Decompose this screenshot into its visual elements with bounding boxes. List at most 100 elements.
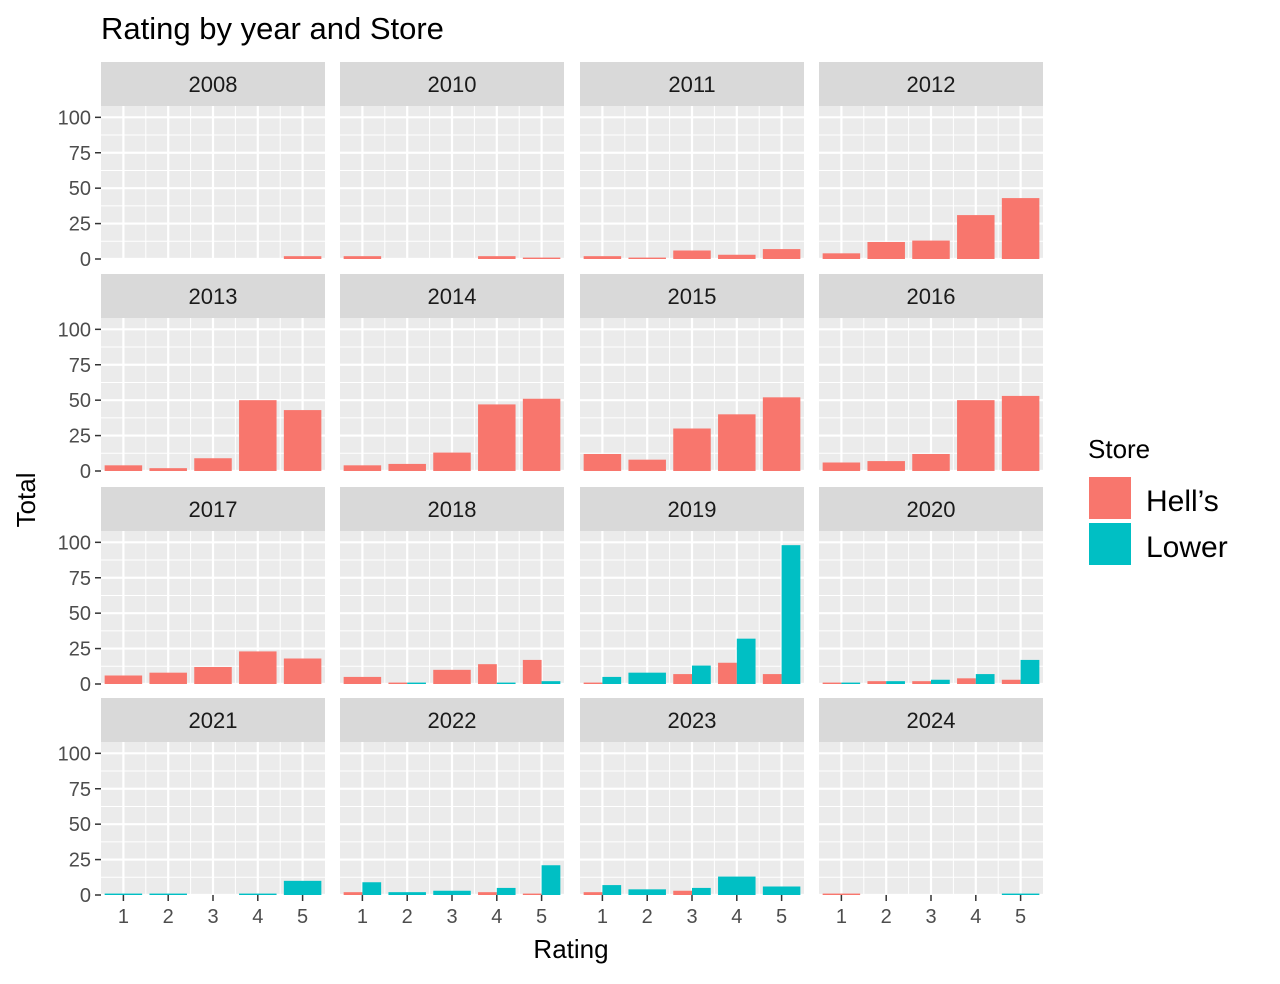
- y-tick-label: 0: [80, 885, 91, 907]
- y-tick-label: 0: [80, 461, 91, 483]
- bar-2021-lower-rating-1: [104, 893, 143, 895]
- bar-2013-hells-rating-2: [149, 468, 187, 471]
- bar-2016-hells-rating-5: [1001, 395, 1040, 471]
- x-tick-label: 5: [1015, 906, 1026, 928]
- bar-2022-lower-rating-4: [496, 887, 516, 895]
- facet-panel-2017: 2017: [101, 487, 325, 686]
- bar-2013-hells-rating-3: [194, 458, 232, 471]
- bar-2020-lower-rating-3: [931, 679, 950, 684]
- facet-panel-2022: 2022: [340, 698, 564, 897]
- bar-2017-hells-rating-2: [149, 672, 187, 684]
- facet-strip: [340, 62, 564, 106]
- facet-strip: [819, 698, 1043, 742]
- chart-title: Rating by year and Store: [101, 11, 444, 46]
- x-tick-label: 2: [402, 906, 413, 928]
- bar-2019-hells-rating-3: [673, 674, 692, 684]
- bar-2019-hells-rating-1: [583, 682, 603, 684]
- bar-2019-hells-rating-4: [718, 662, 737, 684]
- y-tick-label: 0: [80, 249, 91, 271]
- x-tick-label: 1: [118, 906, 129, 928]
- facet-panel-2016: 2016: [819, 274, 1043, 473]
- bar-2010-hells-rating-1: [343, 256, 382, 259]
- facet-strip-label: 2008: [189, 72, 238, 97]
- facet-panel-2015: 2015: [580, 274, 804, 473]
- bar-2022-lower-rating-2: [388, 892, 426, 895]
- facet-panel-2012: 2012: [819, 62, 1043, 261]
- bar-2017-hells-rating-1: [104, 675, 143, 684]
- facet-strip-label: 2023: [668, 708, 717, 733]
- facet-strip-label: 2016: [907, 284, 956, 309]
- bar-2013-hells-rating-5: [283, 410, 322, 471]
- bar-2018-lower-rating-5: [541, 681, 561, 684]
- facet-strip: [819, 487, 1043, 531]
- facet-strip: [580, 62, 804, 106]
- bar-2018-lower-rating-4: [496, 682, 516, 684]
- bar-2023-lower-rating-2: [628, 889, 666, 895]
- facet-strip: [580, 698, 804, 742]
- bar-2018-hells-rating-1: [343, 676, 382, 684]
- facet-panel-2019: 2019: [580, 487, 804, 686]
- bar-2019-lower-rating-2: [628, 672, 666, 684]
- bar-2016-hells-rating-3: [912, 454, 950, 471]
- bar-2020-hells-rating-1: [822, 682, 842, 684]
- facet-panel-2011: 2011: [580, 62, 804, 261]
- x-tick-label: 2: [881, 906, 892, 928]
- legend-key-hells: [1089, 477, 1131, 519]
- facet-panel-2020: 2020: [819, 487, 1043, 686]
- bar-2019-lower-rating-1: [602, 676, 622, 684]
- bar-2021-lower-rating-5: [283, 880, 322, 895]
- facet-strip-label: 2024: [907, 708, 956, 733]
- facet-strip: [580, 487, 804, 531]
- x-tick-label: 5: [536, 906, 547, 928]
- y-tick-label: 0: [80, 674, 91, 696]
- x-tick-label: 4: [491, 906, 502, 928]
- bar-2011-hells-rating-2: [628, 257, 666, 259]
- bar-2022-hells-rating-4: [478, 892, 497, 895]
- bar-2014-hells-rating-1: [343, 465, 382, 471]
- x-tick-label: 4: [252, 906, 263, 928]
- legend-label-lower: Lower: [1146, 531, 1228, 564]
- bar-2015-hells-rating-4: [718, 414, 756, 471]
- facet-strip-label: 2018: [428, 497, 477, 522]
- legend: Store Hell’s Lower: [1088, 434, 1228, 565]
- facet-panel-2014: 2014: [340, 274, 564, 473]
- facet-strip: [819, 62, 1043, 106]
- bar-2016-hells-rating-1: [822, 462, 861, 471]
- bar-2022-lower-rating-3: [433, 890, 471, 895]
- y-tick-label: 50: [69, 814, 91, 836]
- facet-strip: [340, 698, 564, 742]
- bar-2023-hells-rating-1: [583, 892, 603, 895]
- x-tick-label: 2: [642, 906, 653, 928]
- x-tick-label: 5: [297, 906, 308, 928]
- x-tick-label: 1: [597, 906, 608, 928]
- bar-2022-lower-rating-1: [362, 882, 382, 895]
- bar-2024-hells-rating-1: [822, 893, 861, 895]
- y-tick-label: 25: [69, 426, 91, 448]
- bar-2012-hells-rating-3: [912, 240, 950, 259]
- bar-2018-lower-rating-2: [407, 682, 426, 684]
- bar-2020-hells-rating-2: [867, 681, 887, 684]
- bar-2018-hells-rating-3: [433, 669, 471, 684]
- bar-2014-hells-rating-5: [522, 398, 561, 471]
- x-tick-label: 4: [731, 906, 742, 928]
- y-tick-label: 75: [69, 779, 91, 801]
- bar-2016-hells-rating-2: [867, 461, 905, 471]
- legend-key-lower: [1089, 523, 1131, 565]
- y-tick-label: 75: [69, 568, 91, 590]
- bar-2015-hells-rating-3: [673, 428, 711, 471]
- x-tick-label: 3: [446, 906, 457, 928]
- bar-2017-hells-rating-3: [194, 667, 232, 684]
- facet-strip-label: 2019: [668, 497, 717, 522]
- bar-2011-hells-rating-3: [673, 250, 711, 259]
- bar-2019-hells-rating-5: [762, 674, 782, 684]
- facet-strip-label: 2015: [668, 284, 717, 309]
- bar-2018-hells-rating-2: [388, 682, 408, 684]
- bar-2020-hells-rating-4: [957, 678, 976, 684]
- facet-strip: [580, 274, 804, 318]
- bar-2014-hells-rating-4: [478, 404, 516, 471]
- facet-strip-label: 2021: [189, 708, 238, 733]
- bar-2016-hells-rating-4: [957, 400, 995, 471]
- bar-2012-hells-rating-2: [867, 242, 905, 259]
